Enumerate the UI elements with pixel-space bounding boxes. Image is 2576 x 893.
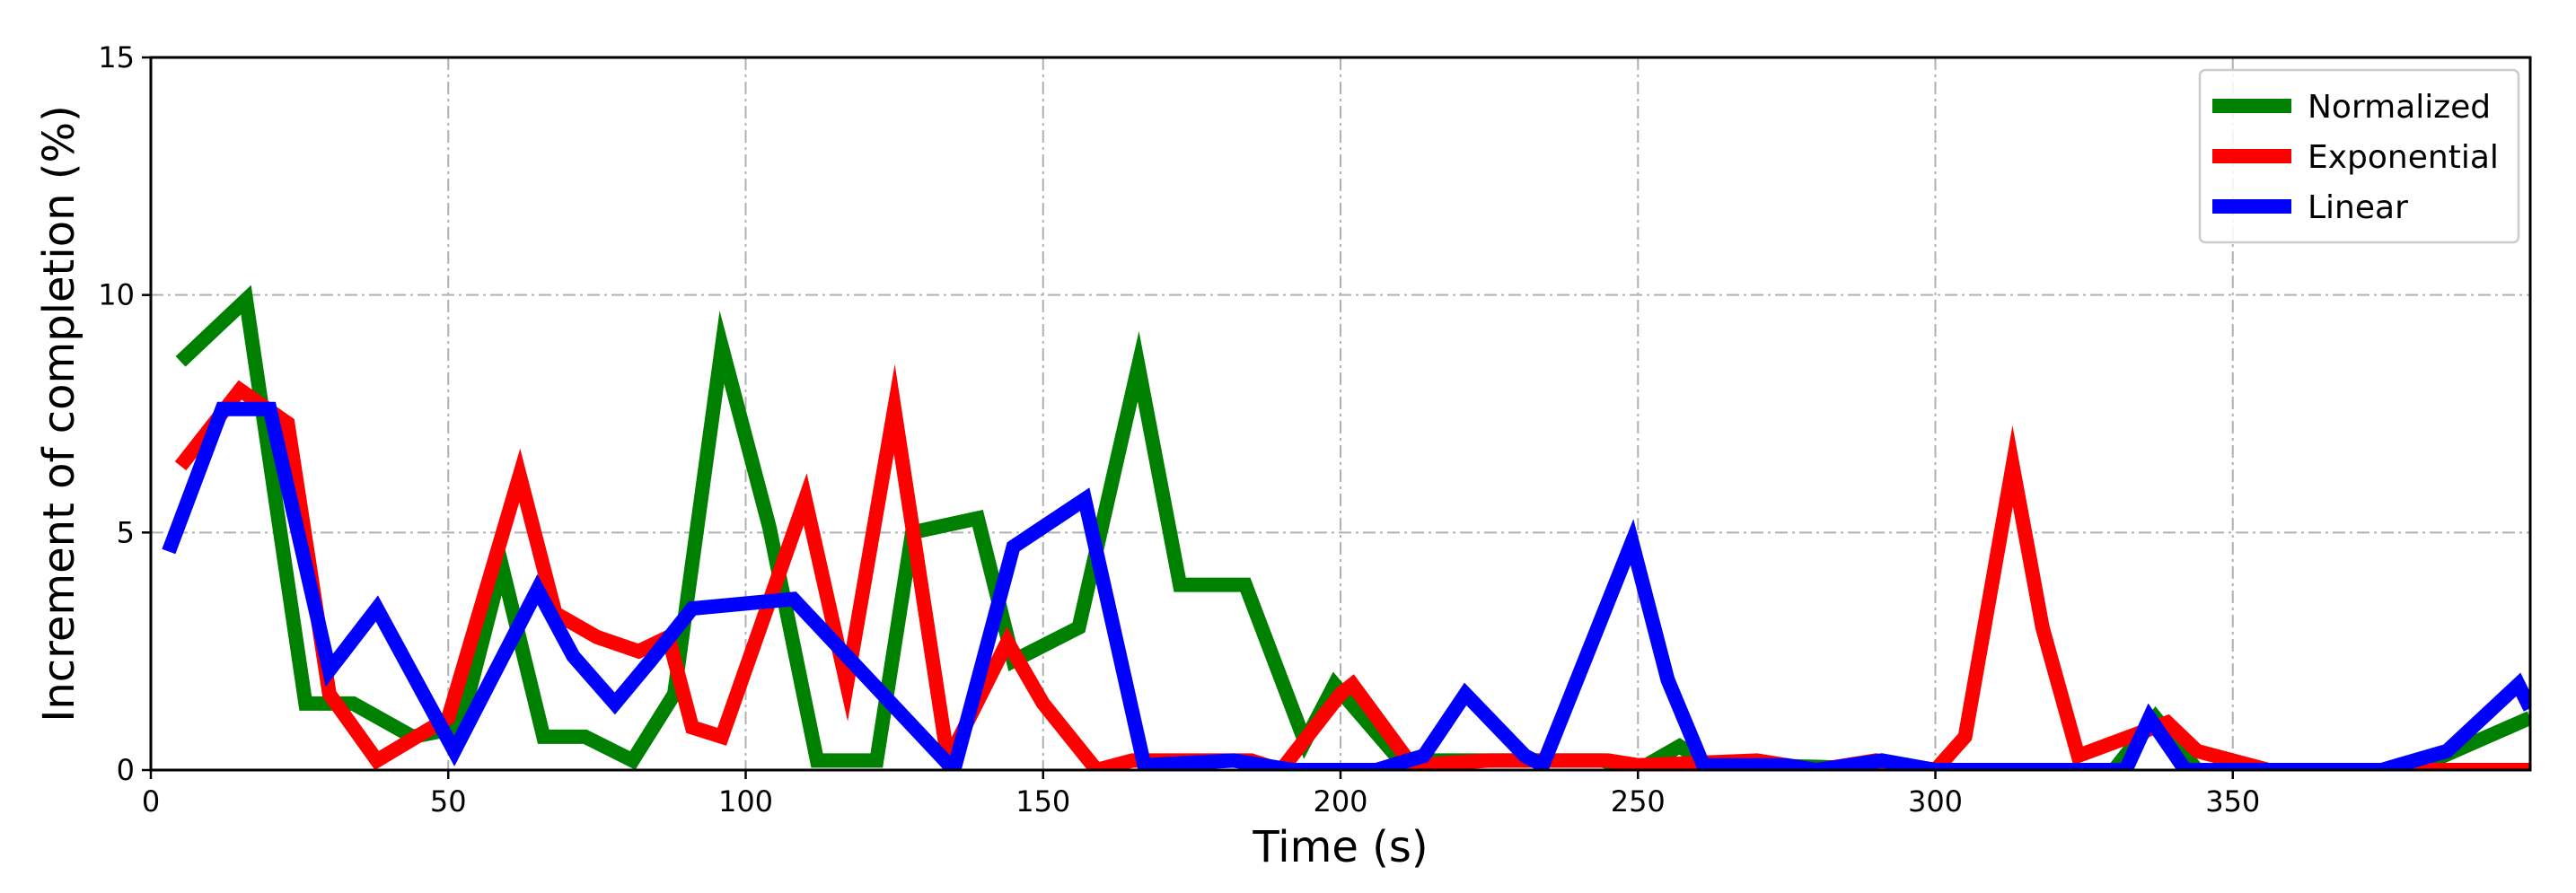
legend-label-exponential: Exponential	[2308, 139, 2499, 176]
legend-label-linear: Linear	[2308, 189, 2408, 226]
x-tick-label: 150	[1015, 784, 1070, 819]
y-tick-label: 5	[117, 515, 135, 549]
y-tick-label: 0	[117, 753, 135, 787]
series-line-linear	[162, 401, 2530, 770]
y-axis-label: Increment of completion (%)	[34, 105, 84, 722]
x-tick-label: 250	[1611, 784, 1666, 819]
x-tick-label: 0	[142, 784, 160, 819]
x-axis-label: Time (s)	[1252, 822, 1428, 872]
y-tick-label: 15	[98, 40, 135, 74]
axis-ticks: 0 50 100 150 200 250 300 350 0 5 10 15	[98, 40, 2260, 819]
x-tick-label: 200	[1313, 784, 1367, 819]
x-tick-label: 50	[430, 784, 467, 819]
series-lines	[162, 285, 2530, 770]
legend-label-normalized: Normalized	[2308, 89, 2491, 126]
x-tick-label: 100	[718, 784, 773, 819]
series-line-exponential	[174, 363, 2530, 770]
legend: Normalized Exponential Linear	[2198, 68, 2520, 244]
y-tick-label: 10	[98, 278, 135, 312]
x-tick-label: 350	[2205, 784, 2260, 819]
grid	[151, 57, 2530, 770]
x-tick-label: 300	[1908, 784, 1963, 819]
